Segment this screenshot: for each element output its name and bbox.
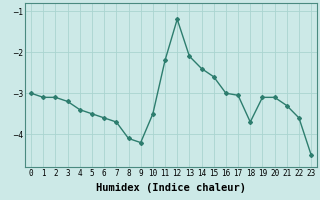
X-axis label: Humidex (Indice chaleur): Humidex (Indice chaleur)	[96, 183, 246, 193]
